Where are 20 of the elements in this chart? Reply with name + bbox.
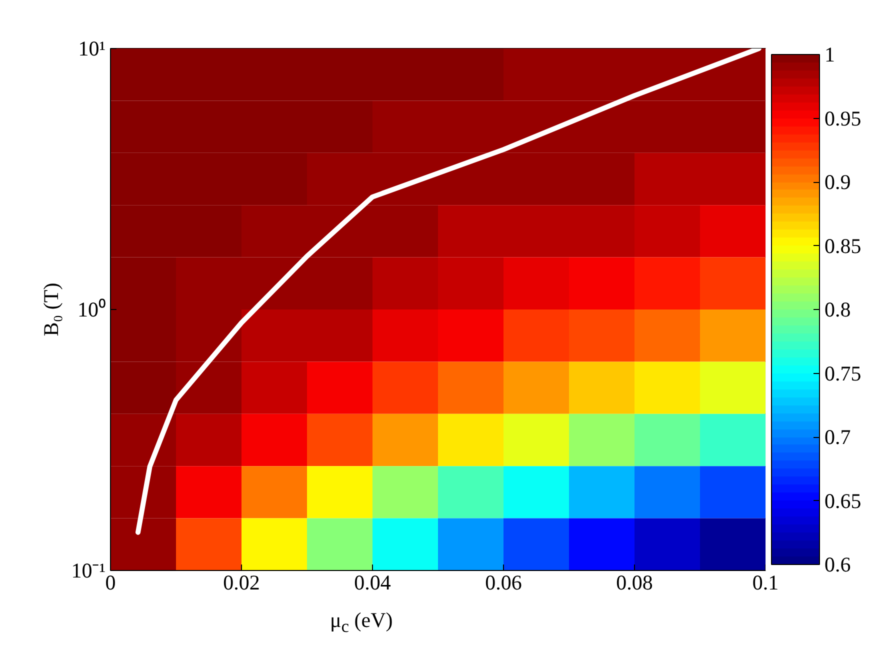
x-tick-label: 0 (105, 570, 116, 594)
color-bar-label: 0.65 (824, 488, 862, 513)
color-bar-label: 0.6 (824, 552, 851, 576)
x-tick-label: 0.02 (223, 570, 260, 594)
color-bar-label: 0.9 (824, 170, 851, 194)
color-bar-label: 0.7 (824, 425, 851, 449)
color-bar-label: 0.75 (824, 361, 862, 386)
color-bar-label: 0.95 (824, 106, 862, 130)
color-bar-label: 0.85 (824, 234, 862, 258)
color-bar-label: 0.8 (824, 298, 851, 322)
x-axis-title: μ$_{c}$ (eV) (330, 607, 393, 638)
y-axis-title: B₀ (T) (39, 282, 64, 336)
x-tick-label: 0.1 (752, 570, 779, 594)
x-tick-label: 0.06 (485, 570, 522, 594)
x-tick-label: 0.04 (354, 570, 392, 594)
y-tick-label: 10⁻¹ (71, 558, 106, 582)
x-tick-label: 0.08 (616, 570, 653, 594)
y-tick-label: 10¹ (78, 36, 106, 60)
color-bar-label: 1 (824, 42, 835, 66)
y-tick-label: 10⁰ (78, 298, 106, 322)
